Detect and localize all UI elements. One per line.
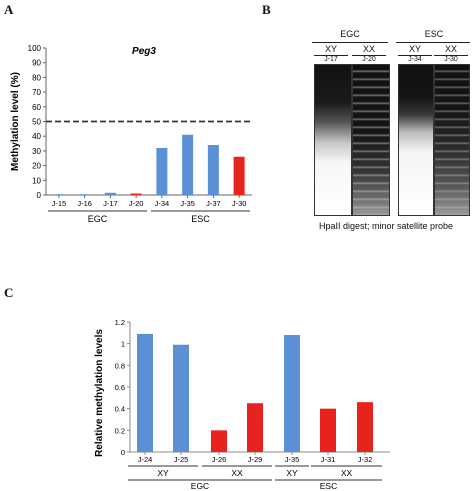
y-axis-label: Relative methylation levels xyxy=(94,329,105,457)
bar xyxy=(247,403,263,452)
blot-lane-label: J-30 xyxy=(434,55,468,63)
sex-group-label: XY xyxy=(286,468,298,478)
x-tick-label: J-35 xyxy=(180,199,195,208)
blot-lane-egc-xy xyxy=(314,64,352,216)
x-tick-label: J-34 xyxy=(155,199,170,208)
panel-label-a: A xyxy=(4,2,14,17)
y-tick-label: 0.4 xyxy=(115,405,125,414)
blot-lane-esc-xy xyxy=(398,64,434,216)
x-tick-label: J-20 xyxy=(129,199,144,208)
blot-group-line-esc xyxy=(396,42,470,43)
x-tick-label: J-15 xyxy=(52,199,67,208)
y-tick-label: 0.2 xyxy=(115,426,125,435)
sex-group-label: XX xyxy=(341,468,353,478)
y-tick-label: 0.6 xyxy=(115,383,125,392)
y-axis-label: Methylation level (%) xyxy=(10,72,21,171)
y-tick-label: 1.2 xyxy=(115,318,125,327)
x-tick-label: J-32 xyxy=(358,455,373,464)
y-tick-label: 1 xyxy=(121,340,125,349)
x-tick-label: J-31 xyxy=(321,455,336,464)
x-tick-label: J-29 xyxy=(248,455,263,464)
bar xyxy=(357,402,373,452)
blot-sex-label: XY xyxy=(324,44,337,54)
cell-group-label: EGC xyxy=(191,481,209,491)
blot-sex-label: XX xyxy=(444,44,457,54)
y-tick-label: 90 xyxy=(32,59,41,68)
y-tick-label: 50 xyxy=(32,118,41,127)
blot-lane-esc-xx xyxy=(434,64,470,216)
panel-label-c: C xyxy=(4,285,14,300)
x-tick-label: J-30 xyxy=(232,199,247,208)
bar xyxy=(53,194,65,196)
blot-lane-egc-xx xyxy=(352,64,390,216)
bar xyxy=(207,145,219,195)
x-tick-label: J-24 xyxy=(138,455,153,464)
blot-sex-label: XY xyxy=(408,44,421,54)
bar xyxy=(156,147,168,195)
bar xyxy=(182,134,194,195)
bar xyxy=(104,192,116,195)
chart-title: Peg3 xyxy=(132,46,156,57)
group-label: ESC xyxy=(191,214,210,224)
x-tick-label: J-17 xyxy=(103,199,118,208)
sex-group-label: XY xyxy=(157,468,169,478)
x-tick-label: J-16 xyxy=(77,199,92,208)
x-tick-label: J-26 xyxy=(212,455,227,464)
y-tick-label: 100 xyxy=(28,44,42,53)
blot-lane-label: J-20 xyxy=(352,55,386,63)
blot-group-label-esc: ESC xyxy=(424,29,444,39)
blot-sex-label: XX xyxy=(362,44,375,54)
y-tick-label: 10 xyxy=(32,176,41,185)
bar xyxy=(211,430,227,452)
bar xyxy=(130,193,142,195)
x-tick-label: J-35 xyxy=(285,455,300,464)
x-tick-label: J-37 xyxy=(206,199,221,208)
bar xyxy=(284,335,300,452)
y-tick-label: 80 xyxy=(32,73,41,82)
y-tick-label: 40 xyxy=(32,132,41,141)
y-tick-label: 30 xyxy=(32,147,41,156)
group-label: EGC xyxy=(88,214,108,224)
y-tick-label: 0.8 xyxy=(115,361,125,370)
cell-group-label: ESC xyxy=(320,481,337,491)
bar xyxy=(320,408,336,452)
y-tick-label: 0 xyxy=(37,191,42,200)
bar xyxy=(137,333,153,452)
y-tick-label: 70 xyxy=(32,88,41,97)
x-tick-label: J-25 xyxy=(174,455,189,464)
blot-lane-label: J-17 xyxy=(314,55,348,63)
y-tick-label: 20 xyxy=(32,162,41,171)
panel-label-b: B xyxy=(262,2,271,17)
bar xyxy=(233,156,245,195)
blot-lane-label: J-34 xyxy=(398,55,432,63)
blot-group-label-egc: EGC xyxy=(340,29,360,39)
y-tick-label: 60 xyxy=(32,103,41,112)
sex-group-label: XX xyxy=(231,468,243,478)
blot-caption: HpaII digest; minor satellite probe xyxy=(318,221,454,231)
bar xyxy=(173,344,189,452)
bar xyxy=(79,194,91,196)
y-tick-label: 0 xyxy=(121,448,125,457)
blot-group-line-egc xyxy=(312,42,388,43)
